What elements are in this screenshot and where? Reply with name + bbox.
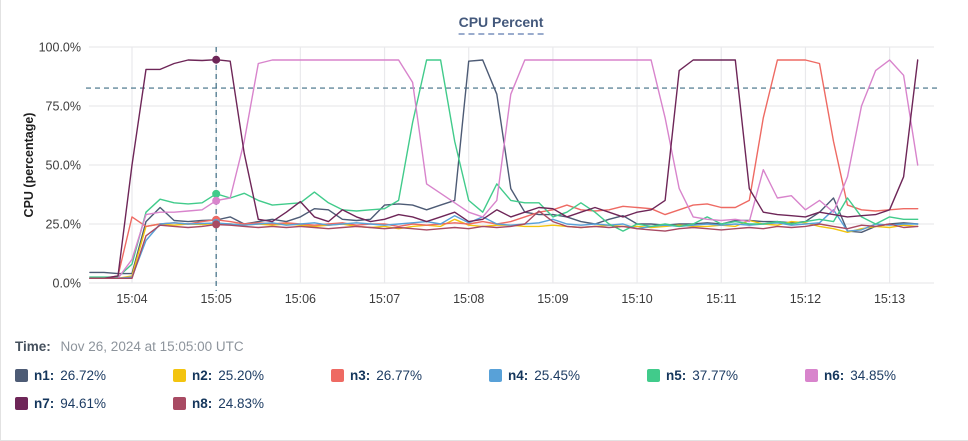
series-line-n8 xyxy=(89,210,919,280)
svg-text:15:06: 15:06 xyxy=(285,292,316,306)
legend-value-n2: 25.20% xyxy=(218,368,265,383)
time-value: Nov 26, 2024 at 15:05:00 UTC xyxy=(60,339,244,354)
legend-item-n4[interactable]: n4: 25.45% xyxy=(489,368,597,383)
legend-swatch-n3 xyxy=(331,369,344,382)
crosshair-marker-n7 xyxy=(212,55,221,64)
x-axis-tick-labels: 15:04 15:05 15:06 15:07 15:08 15:09 15:10 15:11… xyxy=(116,292,905,306)
svg-text:15:05: 15:05 xyxy=(201,292,232,306)
crosshair-marker-n8 xyxy=(212,220,221,229)
legend-item-n3[interactable]: n3: 26.77% xyxy=(331,368,439,383)
series-line-n1 xyxy=(89,59,919,275)
legend-value-n8: 24.83% xyxy=(218,396,265,411)
crosshair-marker-n6 xyxy=(212,196,221,205)
series-line-n2 xyxy=(89,218,919,280)
crosshair-marker-n5 xyxy=(212,189,221,198)
legend-swatch-n6 xyxy=(805,369,818,382)
series-line-n6 xyxy=(89,59,919,280)
legend-value-n3: 26.77% xyxy=(376,368,423,383)
legend-item-n1[interactable]: n1: 26.72% xyxy=(15,368,123,383)
legend-item-n5[interactable]: n5: 37.77% xyxy=(647,368,755,383)
time-readout: Time: Nov 26, 2024 at 15:05:00 UTC xyxy=(15,339,244,354)
svg-text:15:12: 15:12 xyxy=(790,292,821,306)
legend-value-n4: 25.45% xyxy=(534,368,581,383)
legend-name-n8: n8: xyxy=(192,396,213,411)
svg-text:25.0%: 25.0% xyxy=(46,218,81,232)
svg-text:50.0%: 50.0% xyxy=(46,159,81,173)
svg-text:75.0%: 75.0% xyxy=(46,100,81,114)
legend-name-n5: n5: xyxy=(666,368,687,383)
legend-swatch-n5 xyxy=(647,369,660,382)
legend-item-n2[interactable]: n2: 25.20% xyxy=(173,368,281,383)
y-axis-label: CPU (percentage) xyxy=(22,113,36,218)
svg-text:15:04: 15:04 xyxy=(116,292,147,306)
legend-swatch-n1 xyxy=(15,369,28,382)
legend-name-n2: n2: xyxy=(192,368,213,383)
legend-name-n6: n6: xyxy=(824,368,845,383)
svg-text:15:09: 15:09 xyxy=(537,292,568,306)
legend-swatch-n2 xyxy=(173,369,186,382)
series-line-n7 xyxy=(89,59,919,280)
chart-legend: n1: 26.72% n2: 25.20% n3: 26.77% n4: 25.45% n5: 3… xyxy=(15,368,955,411)
legend-name-n7: n7: xyxy=(34,396,55,411)
legend-value-n6: 34.85% xyxy=(850,368,897,383)
chart-title-row: CPU Percent xyxy=(1,14,968,40)
series-line-n3 xyxy=(89,59,919,280)
legend-item-n6[interactable]: n6: 34.85% xyxy=(805,368,913,383)
legend-value-n5: 37.77% xyxy=(692,368,739,383)
svg-text:15:11: 15:11 xyxy=(706,292,736,306)
svg-text:15:07: 15:07 xyxy=(369,292,400,306)
y-axis-tick-labels: 0.0% 25.0% 50.0% 75.0% 100.0% xyxy=(39,41,81,291)
legend-item-n7[interactable]: n7: 94.61% xyxy=(15,396,123,411)
legend-name-n4: n4: xyxy=(508,368,529,383)
crosshair-markers xyxy=(212,55,221,229)
chart-title[interactable]: CPU Percent xyxy=(458,14,544,35)
series-line-n4 xyxy=(89,209,919,280)
legend-swatch-n8 xyxy=(173,397,186,410)
legend-swatch-n4 xyxy=(489,369,502,382)
legend-name-n1: n1: xyxy=(34,368,55,383)
legend-swatch-n7 xyxy=(15,397,28,410)
svg-text:15:08: 15:08 xyxy=(453,292,484,306)
cpu-percent-chart[interactable]: 0.0% 25.0% 50.0% 75.0% 100.0% 15:04 15:05 15:06… xyxy=(1,40,968,318)
series-line-n5 xyxy=(89,59,919,278)
svg-text:15:13: 15:13 xyxy=(874,292,905,306)
legend-name-n3: n3: xyxy=(350,368,371,383)
legend-item-n8[interactable]: n8: 24.83% xyxy=(173,396,281,411)
legend-value-n7: 94.61% xyxy=(60,396,107,411)
time-label: Time: xyxy=(15,339,51,354)
legend-value-n1: 26.72% xyxy=(60,368,107,383)
series-lines xyxy=(89,59,919,280)
svg-text:0.0%: 0.0% xyxy=(53,277,82,291)
svg-text:15:10: 15:10 xyxy=(621,292,652,306)
svg-text:100.0%: 100.0% xyxy=(39,41,81,55)
